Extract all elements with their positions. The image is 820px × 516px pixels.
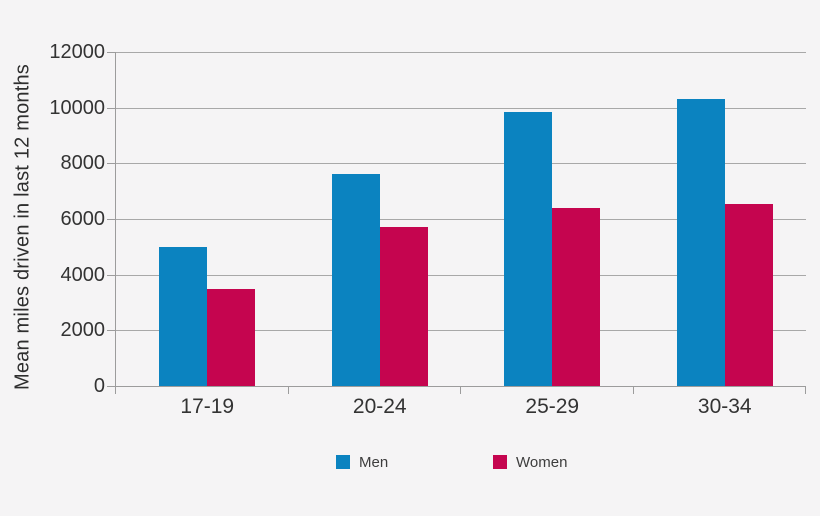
bar-women-17-19 [207,288,256,386]
y-tick-12000 [107,52,115,53]
gridline-6000 [116,219,806,220]
x-tick-boundary-0 [115,387,116,394]
y-tick-2000 [107,330,115,332]
y-tick-label-4000: 4000 [60,263,106,286]
y-tick-4000 [107,274,115,276]
y-tick-label-2000: 2000 [60,319,106,342]
y-tick-6000 [107,219,115,220]
bar-men-30-34 [676,99,725,386]
bar-men-17-19 [159,246,208,386]
gridline-10000 [116,107,806,109]
x-tick-boundary-4 [805,387,806,394]
y-tick-label-6000: 6000 [60,208,106,230]
bar-women-20-24 [379,227,428,386]
y-tick-label-10000: 10000 [49,96,105,119]
x-tick-label-17-19: 17-19 [180,395,235,418]
y-tick-label-8000: 8000 [60,152,106,175]
legend-label-men: Men [359,453,389,471]
bar-men-20-24 [331,174,380,386]
x-tick-boundary-3 [632,387,634,394]
legend-swatch-men [336,455,350,469]
gridline-12000 [116,52,806,53]
bar-men-25-29 [504,111,553,386]
x-tick-boundary-2 [460,387,461,394]
bar-women-30-34 [724,203,773,386]
bar-women-25-29 [552,207,601,386]
legend: Men Women [0,449,820,471]
legend-label-women: Women [516,453,568,471]
legend-swatch-women [493,455,507,469]
legend-item-women: Women [493,452,567,472]
x-tick-label-30-34: 30-34 [697,395,752,418]
x-tick-label-25-29: 25-29 [525,395,580,418]
y-tick-label-0: 0 [93,375,105,397]
gridline-4000 [116,274,806,276]
x-tick-boundary-1 [287,387,289,394]
y-tick-label-12000: 12000 [49,41,105,63]
y-tick-0 [107,386,115,387]
y-tick-8000 [107,163,115,165]
y-tick-10000 [107,107,115,109]
x-tick-label-20-24: 20-24 [352,395,407,418]
gridline-2000 [116,330,806,332]
legend-item-men: Men [336,452,388,472]
gridline-8000 [116,163,806,165]
x-axis-line [115,386,806,387]
y-axis-line [115,52,116,386]
